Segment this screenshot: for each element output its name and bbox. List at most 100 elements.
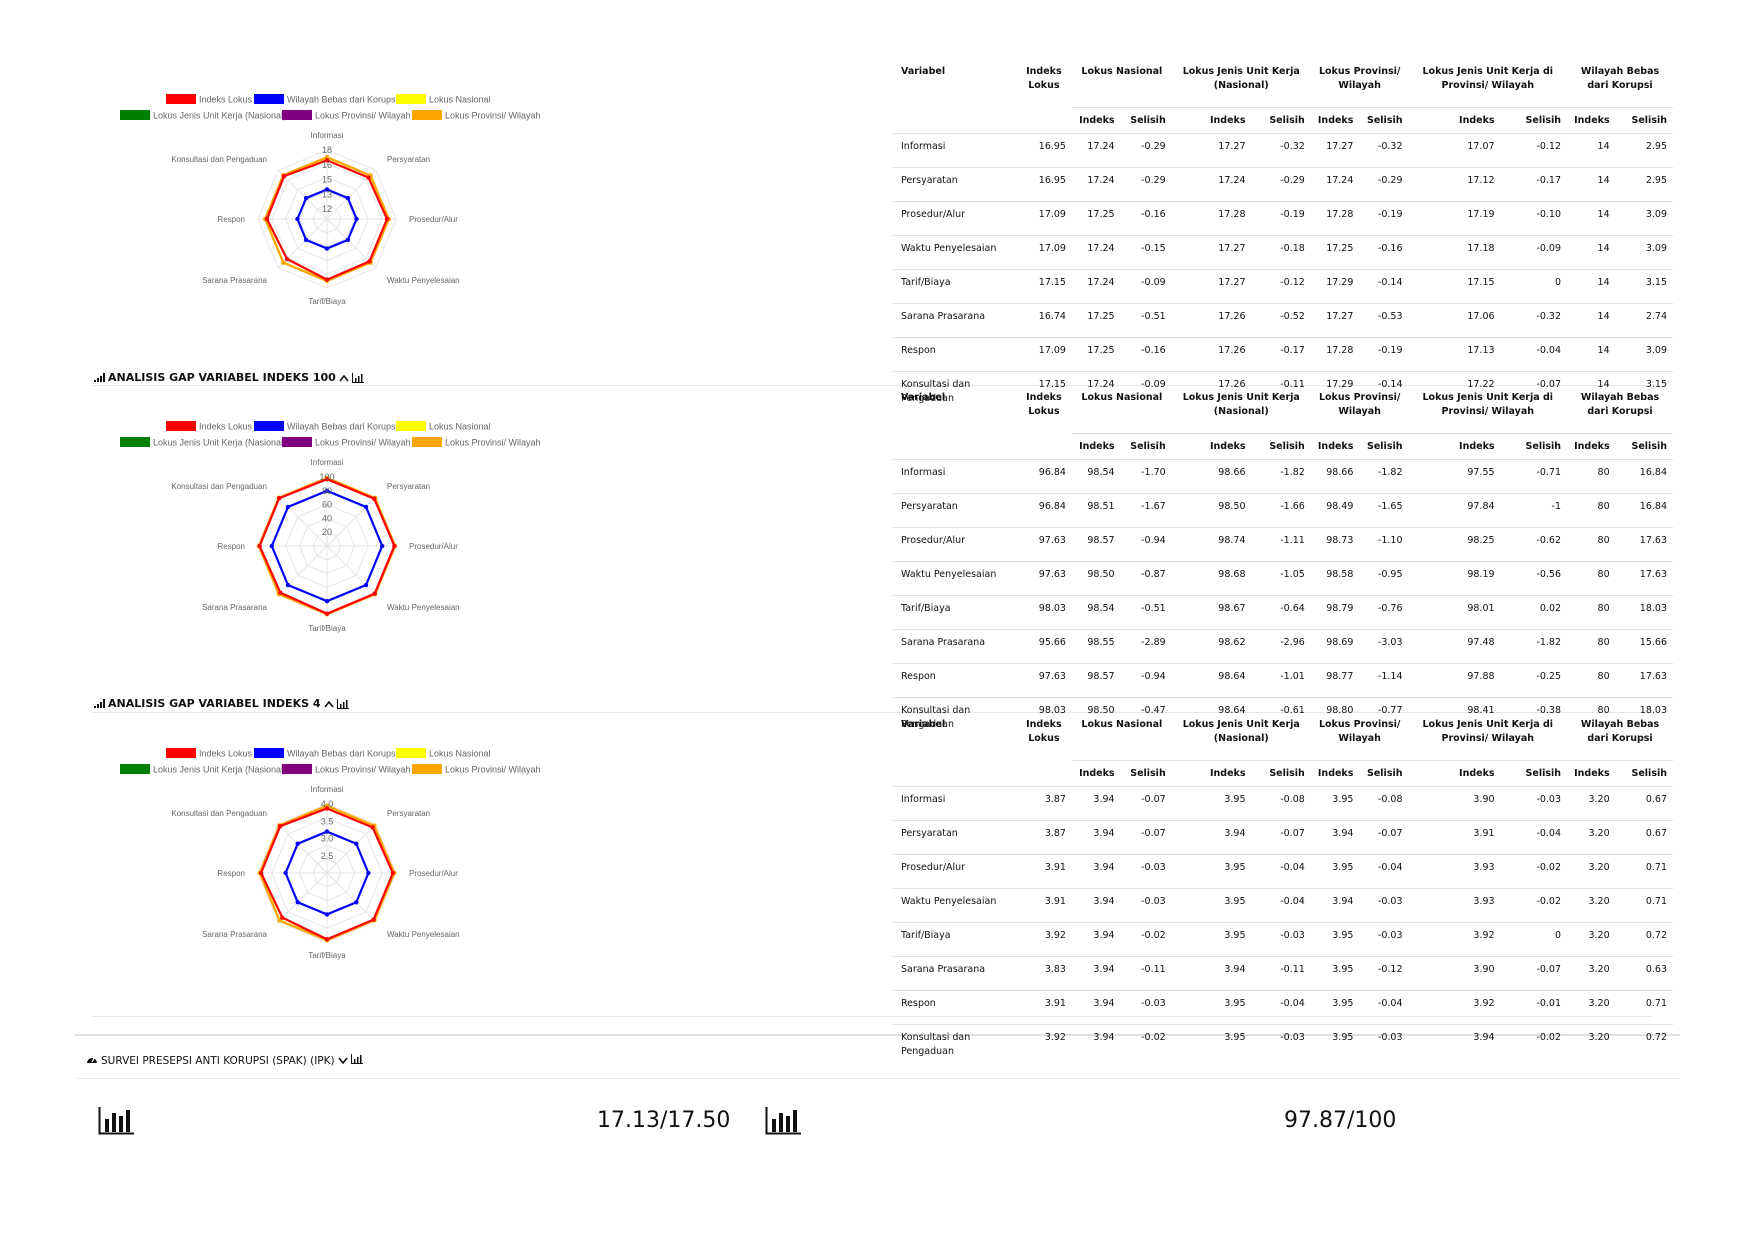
legend-item[interactable]: Wilayah Bebas dari Korupsi [254, 94, 398, 105]
table-cell: 3.20 [1567, 956, 1616, 991]
col-subheader-empty [1016, 434, 1072, 460]
table-cell: 17.24 [1071, 371, 1121, 406]
table-cell: 17.09 [1015, 201, 1072, 236]
legend-item[interactable]: Lokus Provinsi/ Wilayah [412, 764, 541, 775]
col-header: Lokus Provinsi/ Wilayah [1318, 66, 1401, 91]
legend-label: Wilayah Bebas dari Korupsi [287, 95, 398, 105]
tick-label: 13 [322, 189, 332, 199]
table-cell: 3.20 [1567, 922, 1616, 957]
table-cell: -0.52 [1251, 303, 1311, 338]
chart-icon[interactable] [351, 372, 364, 383]
table-cell: 3.20 [1567, 888, 1616, 923]
legend-label: Wilayah Bebas dari Korupsi [287, 749, 398, 759]
legend-item[interactable]: Indeks Lokus [166, 94, 253, 105]
divider [75, 1078, 1680, 1079]
legend-item[interactable]: Lokus Jenis Unit Kerja (Nasional) [120, 437, 286, 448]
legend-item[interactable]: Lokus Provinsi/ Wilayah [282, 110, 411, 121]
section-header-indeks-100[interactable]: ANALISIS GAP VARIABEL INDEKS 100 [94, 371, 364, 384]
legend-item[interactable]: Wilayah Bebas dari Korupsi [254, 421, 398, 432]
table-cell: 98.66 [1171, 459, 1252, 494]
chart-icon[interactable] [350, 1054, 363, 1067]
axis-label: Sarana Prasarana [202, 276, 267, 285]
table-cell: -0.62 [1500, 527, 1568, 562]
table-cell: 80 [1567, 663, 1616, 698]
bar-chart-icon [98, 1107, 134, 1139]
legend-label: Lokus Provinsi/ Wilayah [445, 765, 541, 775]
chart-icon[interactable] [336, 698, 349, 709]
col-header: Lokus Jenis Unit Kerja (Nasional) [1182, 392, 1300, 417]
col-header: Lokus Provinsi/ Wilayah [1318, 719, 1401, 744]
table-cell: 0.67 [1615, 786, 1673, 821]
row-variable: Sarana Prasarana [893, 956, 1016, 991]
col-subheader: Selisih [1251, 107, 1311, 134]
table-cell: 17.12 [1408, 167, 1501, 202]
table-cell: -0.29 [1359, 167, 1409, 202]
table-row: Sarana Prasarana 16.74 17.25 -0.51 17.26 -0.5… [893, 303, 1673, 338]
chevron-down-icon[interactable] [338, 1055, 348, 1067]
radar-svg: Indeks Lokus Wilayah Bebas dari Korupsi Lo… [120, 421, 541, 633]
legend-item[interactable]: Lokus Nasional [396, 94, 491, 105]
chevron-up-icon[interactable] [323, 700, 334, 708]
legend-swatch [282, 437, 312, 447]
table-cell: -0.04 [1500, 820, 1568, 855]
col-subheader: Selisih [1359, 107, 1409, 134]
table-cell: -0.03 [1251, 1024, 1311, 1059]
legend-item[interactable]: Lokus Provinsi/ Wilayah [282, 764, 411, 775]
legend-label: Wilayah Bebas dari Korupsi [287, 422, 398, 432]
legend-item[interactable]: Lokus Provinsi/ Wilayah [412, 110, 541, 121]
table-cell: 3.94 [1071, 820, 1121, 855]
table-cell: 14 [1567, 303, 1616, 338]
table-cell: 14 [1567, 133, 1616, 168]
table-cell: 98.41 [1408, 697, 1501, 732]
col-header: Variabel [901, 392, 946, 403]
divider [92, 1016, 1652, 1017]
legend-item[interactable]: Lokus Jenis Unit Kerja (Nasional) [120, 110, 286, 121]
series-point [303, 195, 309, 201]
tick-label: 100 [319, 472, 334, 482]
table-cell: 3.95 [1171, 854, 1252, 889]
section-title: ANALISIS GAP VARIABEL INDEKS 4 [108, 697, 321, 710]
table-cell: -0.16 [1120, 337, 1172, 372]
legend-label: Indeks Lokus [199, 422, 253, 432]
series-point [324, 611, 330, 616]
table-cell: 17.09 [1015, 337, 1072, 372]
spak-title: SURVEI PRESEPSI ANTI KORUPSI (SPAK) (IPK… [101, 1054, 335, 1067]
table-cell: 98.64 [1171, 697, 1252, 732]
spak-header[interactable]: SURVEI PRESEPSI ANTI KORUPSI (SPAK) (IPK… [86, 1054, 363, 1067]
col-subheader: Indeks [1171, 107, 1252, 134]
grid-spoke [277, 169, 328, 220]
legend-item[interactable]: Lokus Provinsi/ Wilayah [282, 437, 411, 448]
legend-item[interactable]: Wilayah Bebas dari Korupsi [254, 748, 398, 759]
table-cell: 3.94 [1071, 922, 1121, 957]
table-cell: -0.03 [1251, 922, 1311, 957]
divider [92, 385, 1652, 386]
legend-item[interactable]: Indeks Lokus [166, 421, 253, 432]
legend-item[interactable]: Lokus Jenis Unit Kerja (Nasional) [120, 764, 286, 775]
table-cell: 98.67 [1171, 595, 1252, 630]
table-cell: 80 [1567, 493, 1616, 528]
table-cell: -0.11 [1251, 371, 1311, 406]
table-cell: 17.24 [1171, 167, 1252, 202]
table-cell: -0.04 [1359, 854, 1409, 889]
series-point [278, 590, 283, 595]
row-variable: Respon [893, 337, 1016, 372]
section-title: ANALISIS GAP VARIABEL INDEKS 100 [108, 371, 336, 384]
legend-item[interactable]: Lokus Nasional [396, 421, 491, 432]
row-variable: Waktu Penyelesaian [893, 561, 1016, 596]
table-cell: 97.63 [1015, 663, 1072, 698]
chevron-up-icon[interactable] [339, 374, 349, 382]
col-subheader: Selisih [1120, 433, 1172, 460]
table-cell: -0.08 [1251, 786, 1311, 821]
legend-item[interactable]: Indeks Lokus [166, 748, 253, 759]
legend-item[interactable]: Lokus Provinsi/ Wilayah [412, 437, 541, 448]
series-point [354, 900, 359, 905]
table-cell: 14 [1567, 235, 1616, 270]
legend-label: Lokus Jenis Unit Kerja (Nasional) [153, 765, 286, 775]
section-header-indeks-4[interactable]: ANALISIS GAP VARIABEL INDEKS 4 [94, 697, 349, 710]
table-cell: 0.72 [1615, 1024, 1673, 1059]
table-cell: -0.61 [1251, 697, 1311, 732]
table-cell: 98.64 [1171, 663, 1252, 698]
table-cell: 80 [1567, 697, 1616, 732]
table-cell: 3.20 [1567, 1024, 1616, 1059]
legend-item[interactable]: Lokus Nasional [396, 748, 491, 759]
